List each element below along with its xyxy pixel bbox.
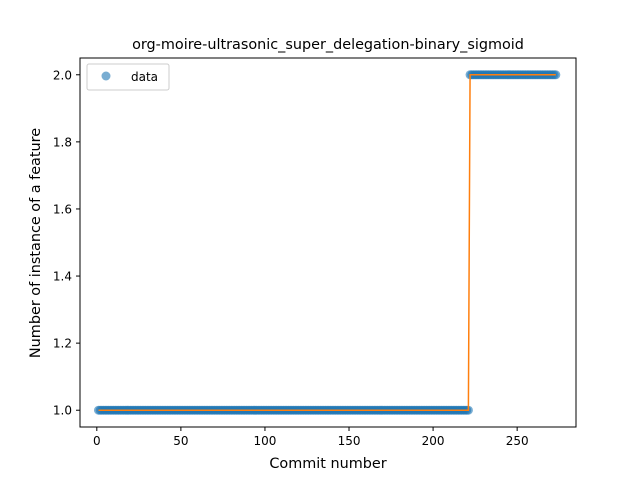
y-tick-label: 1.6 [53,202,72,216]
x-tick-label: 250 [506,434,529,448]
y-tick-label: 2.0 [53,68,72,82]
y-tick-label: 1.2 [53,337,72,351]
x-tick-label: 50 [173,434,188,448]
legend: data [86,63,170,91]
chart-title: org-moire-ultrasonic_super_delegation-bi… [132,37,524,53]
y-axis-label: Number of instance of a feature [28,128,44,358]
x-tick-label: 0 [93,434,101,448]
y-tick-label: 1.4 [53,270,72,284]
legend-entry-data: data [131,70,158,84]
x-axis-label: Commit number [269,456,386,472]
fit-line [98,74,556,411]
legend-frame [86,63,170,91]
axes-layer: 0 50 100 150 200 250 1.0 1.2 1.4 1.6 1.8 2.0 [53,57,577,448]
data-layer [93,70,561,415]
y-tick-label: 1.8 [53,135,72,149]
y-tick-label: 1.0 [53,404,72,418]
x-tick-label: 200 [422,434,445,448]
plot-frame [79,57,577,428]
x-tick-label: 150 [338,434,361,448]
legend-marker [101,71,111,81]
x-tick-label: 100 [253,434,276,448]
